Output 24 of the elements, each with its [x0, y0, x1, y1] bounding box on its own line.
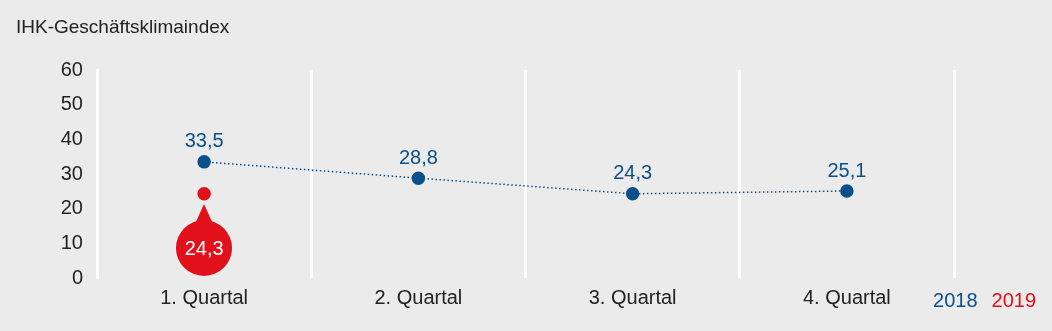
data-label: 24,3 — [613, 161, 653, 184]
point — [625, 187, 640, 201]
y-tick-label: 0 — [71, 265, 83, 288]
text: 2019 — [991, 288, 1037, 311]
x-tick-label: 4. Quartal — [802, 285, 891, 308]
x-tick-label: 3. Quartal — [588, 285, 677, 308]
point — [197, 155, 211, 169]
point — [411, 171, 426, 185]
y-tick-label: 30 — [60, 161, 83, 184]
data-label: 24,3 — [184, 236, 224, 260]
x-tick-label: 1. Quartal — [160, 285, 249, 308]
data-label: 33,5 — [184, 129, 224, 152]
y-tick-label: 60 — [60, 57, 83, 80]
x-tick-label: 2. Quartal — [374, 285, 463, 308]
y-tick-label: 20 — [60, 196, 83, 219]
point — [840, 184, 854, 198]
text: 2018 — [933, 288, 978, 311]
y-axis-title: IHK-Geschäftsklimaindex — [16, 16, 230, 38]
y-tick-label: 40 — [60, 126, 83, 149]
data-label: 28,8 — [398, 145, 438, 168]
y-tick-label: 10 — [60, 230, 83, 253]
y-tick-label: 50 — [60, 92, 83, 115]
data-label: 25,1 — [827, 158, 867, 181]
point — [197, 187, 211, 201]
